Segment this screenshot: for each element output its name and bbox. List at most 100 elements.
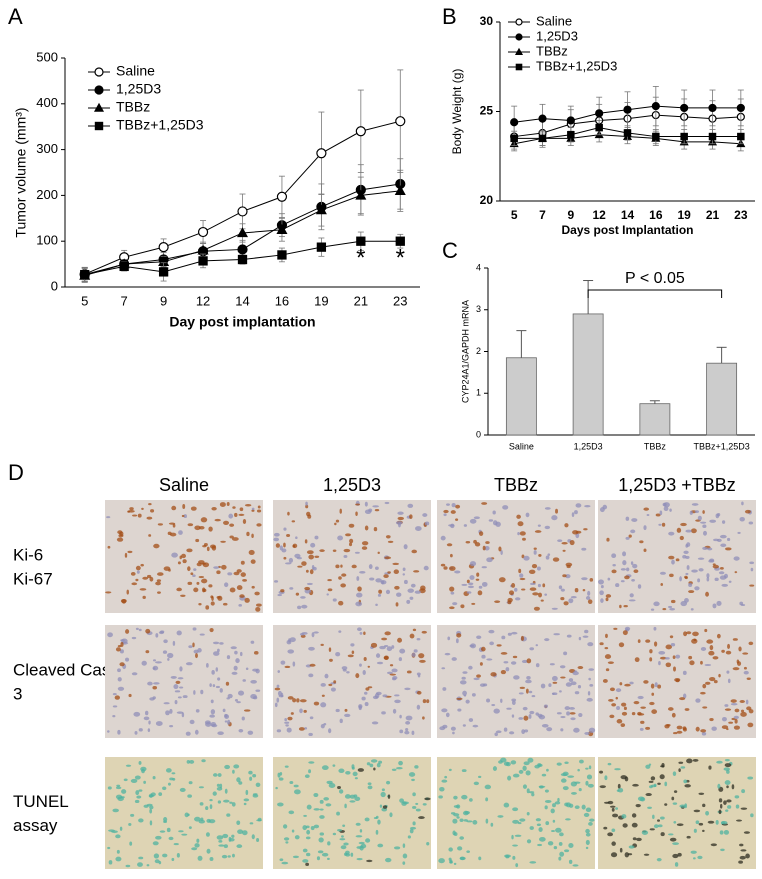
- cell: [176, 630, 182, 636]
- cell: [690, 850, 697, 854]
- cell: [244, 597, 250, 603]
- cell: [386, 646, 393, 652]
- cell: [575, 503, 582, 508]
- cell: [306, 804, 312, 810]
- y-tick-label: 200: [36, 187, 58, 202]
- cell: [743, 670, 749, 675]
- cell: [512, 655, 518, 659]
- cell: [733, 725, 740, 730]
- cell: [194, 525, 201, 531]
- x-tick-label: 14: [621, 208, 635, 222]
- cell: [724, 573, 728, 579]
- cell: [236, 569, 242, 573]
- cell: [274, 702, 278, 708]
- cell: [293, 784, 299, 788]
- cell: [518, 692, 524, 695]
- cell: [726, 537, 731, 542]
- cell: [333, 680, 337, 684]
- cell: [712, 563, 716, 566]
- cell: [190, 572, 194, 575]
- cell: [306, 582, 313, 586]
- cell: [359, 663, 362, 667]
- cell: [726, 785, 729, 789]
- cell: [690, 528, 697, 534]
- cell: [469, 798, 473, 802]
- cell: [378, 589, 383, 594]
- cell: [544, 593, 548, 596]
- cell: [658, 523, 662, 526]
- cell: [574, 588, 579, 593]
- cell: [640, 720, 645, 724]
- cell: [548, 683, 552, 688]
- cell: [562, 574, 567, 578]
- cell: [187, 566, 191, 572]
- cell: [205, 605, 210, 610]
- cell: [581, 547, 587, 551]
- cell: [383, 574, 389, 579]
- cell: [453, 862, 457, 866]
- cell: [449, 606, 455, 610]
- cell: [137, 862, 143, 867]
- cell: [705, 591, 709, 597]
- cell: [585, 596, 591, 600]
- cell: [448, 524, 455, 527]
- cell: [614, 768, 621, 771]
- cell: [489, 641, 495, 646]
- cell: [559, 665, 566, 669]
- micrograph: [273, 757, 431, 869]
- cell: [107, 786, 112, 790]
- cell: [537, 843, 543, 847]
- cell: [574, 510, 578, 515]
- cell: [564, 761, 569, 765]
- cell: [243, 709, 251, 712]
- cell: [567, 775, 575, 778]
- cell: [455, 638, 459, 644]
- cell: [468, 585, 474, 589]
- cell: [299, 708, 303, 714]
- cell: [412, 821, 416, 826]
- cell: [660, 816, 665, 820]
- cell: [719, 830, 724, 835]
- cell: [398, 657, 403, 662]
- cell: [416, 638, 421, 641]
- cell: [391, 768, 397, 771]
- cell: [518, 769, 524, 774]
- cell: [236, 844, 243, 849]
- cell: [283, 542, 286, 548]
- cell: [234, 512, 238, 518]
- cell: [673, 820, 677, 824]
- cell: [194, 816, 201, 822]
- cell: [210, 721, 217, 727]
- cell: [449, 553, 453, 558]
- cell: [341, 835, 344, 838]
- cell: [216, 570, 221, 575]
- cell: [198, 786, 204, 789]
- cell: [193, 568, 197, 571]
- cell: [226, 697, 230, 700]
- cell: [581, 577, 588, 581]
- cell: [526, 675, 531, 680]
- cell: [749, 561, 755, 565]
- cell: [565, 562, 573, 567]
- cell: [392, 708, 397, 714]
- cell: [583, 812, 590, 817]
- cell: [529, 861, 537, 864]
- cell: [135, 578, 139, 582]
- cell: [537, 524, 541, 527]
- cell: [654, 641, 658, 647]
- cell: [559, 851, 565, 857]
- cell: [446, 503, 450, 506]
- row-label: TUNEL assay: [13, 792, 69, 835]
- cell: [329, 658, 333, 662]
- cell: [351, 650, 355, 655]
- cell: [181, 712, 185, 718]
- cell: [285, 562, 292, 565]
- cell: [723, 800, 727, 805]
- cell: [194, 843, 200, 848]
- cell: [664, 781, 668, 787]
- cell: [344, 794, 351, 799]
- cell: [236, 777, 241, 783]
- cell: [420, 585, 426, 591]
- y-tick-label: 500: [36, 49, 58, 64]
- cell: [683, 693, 687, 699]
